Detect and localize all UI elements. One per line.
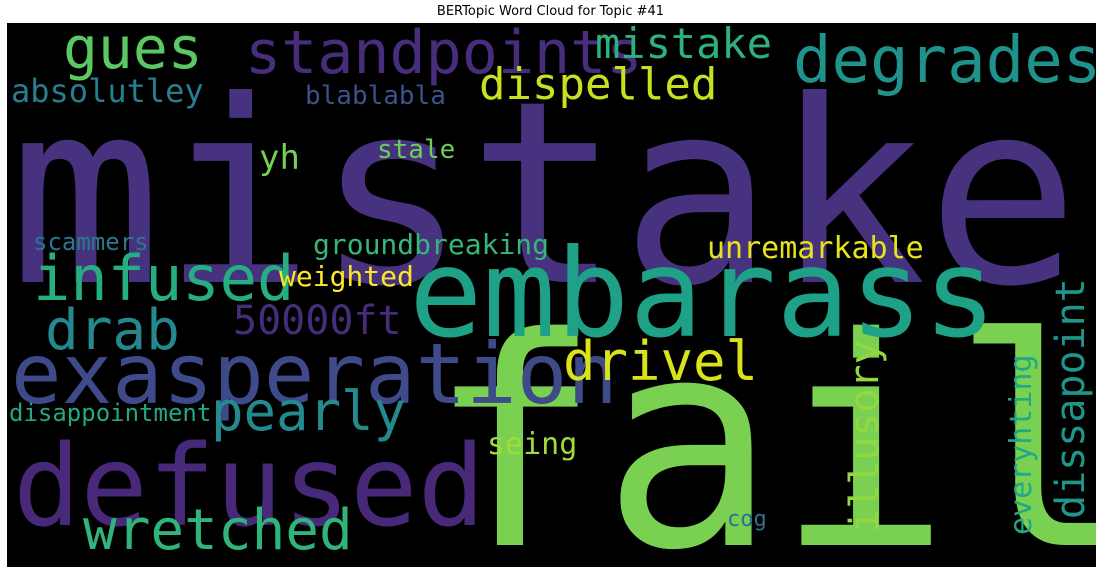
- cloud-word-absolutley: absolutley: [11, 72, 204, 110]
- cloud-word-mistake: mistake: [595, 23, 773, 68]
- cloud-word-wretched: wretched: [83, 498, 353, 563]
- cloud-word-illusory: illusory: [842, 340, 888, 533]
- cloud-word-seing: seing: [487, 427, 578, 462]
- cloud-word-stale: stale: [377, 135, 456, 165]
- cloud-word-mistakes: mistakes: [9, 46, 1096, 342]
- cloud-word-blablabla: blablabla: [305, 81, 446, 111]
- cloud-word-drivel: drivel: [563, 330, 759, 393]
- cloud-word-gues: gues: [63, 23, 203, 82]
- cloud-word-dissapoint: dissapoint: [1048, 278, 1094, 519]
- cloud-word-pearly: pearly: [211, 380, 407, 443]
- chart-title: BERTopic Word Cloud for Topic #41: [436, 4, 665, 19]
- cloud-word-infused: infused: [33, 242, 295, 315]
- cloud-word-disappointment: disappointment: [9, 399, 212, 427]
- cloud-word-yh: yh: [259, 138, 300, 178]
- cloud-word-defused: defused: [13, 422, 486, 552]
- cloud-word-drab: drab: [45, 298, 180, 363]
- cloud-word-weighted: weighted: [279, 260, 414, 293]
- cloud-word-unremarkable: unremarkable: [707, 231, 924, 266]
- cloud-word-embarass: embarass: [409, 223, 997, 365]
- cloud-word-cog: cog: [727, 507, 767, 532]
- cloud-word-standpoints: standpoints: [245, 23, 643, 88]
- cloud-word-degrades: degrades: [793, 24, 1096, 98]
- cloud-word-fail: fail: [427, 277, 1096, 568]
- cloud-word-groundbreaking: groundbreaking: [313, 228, 550, 261]
- cloud-word-everyhting: everyhting: [1004, 354, 1039, 535]
- cloud-word-exasperation: exasperation: [11, 325, 618, 423]
- cloud-word-scammers: scammers: [33, 228, 149, 256]
- cloud-word-50000ft: 50000ft: [233, 298, 402, 344]
- cloud-word-dispelled: dispelled: [479, 59, 718, 110]
